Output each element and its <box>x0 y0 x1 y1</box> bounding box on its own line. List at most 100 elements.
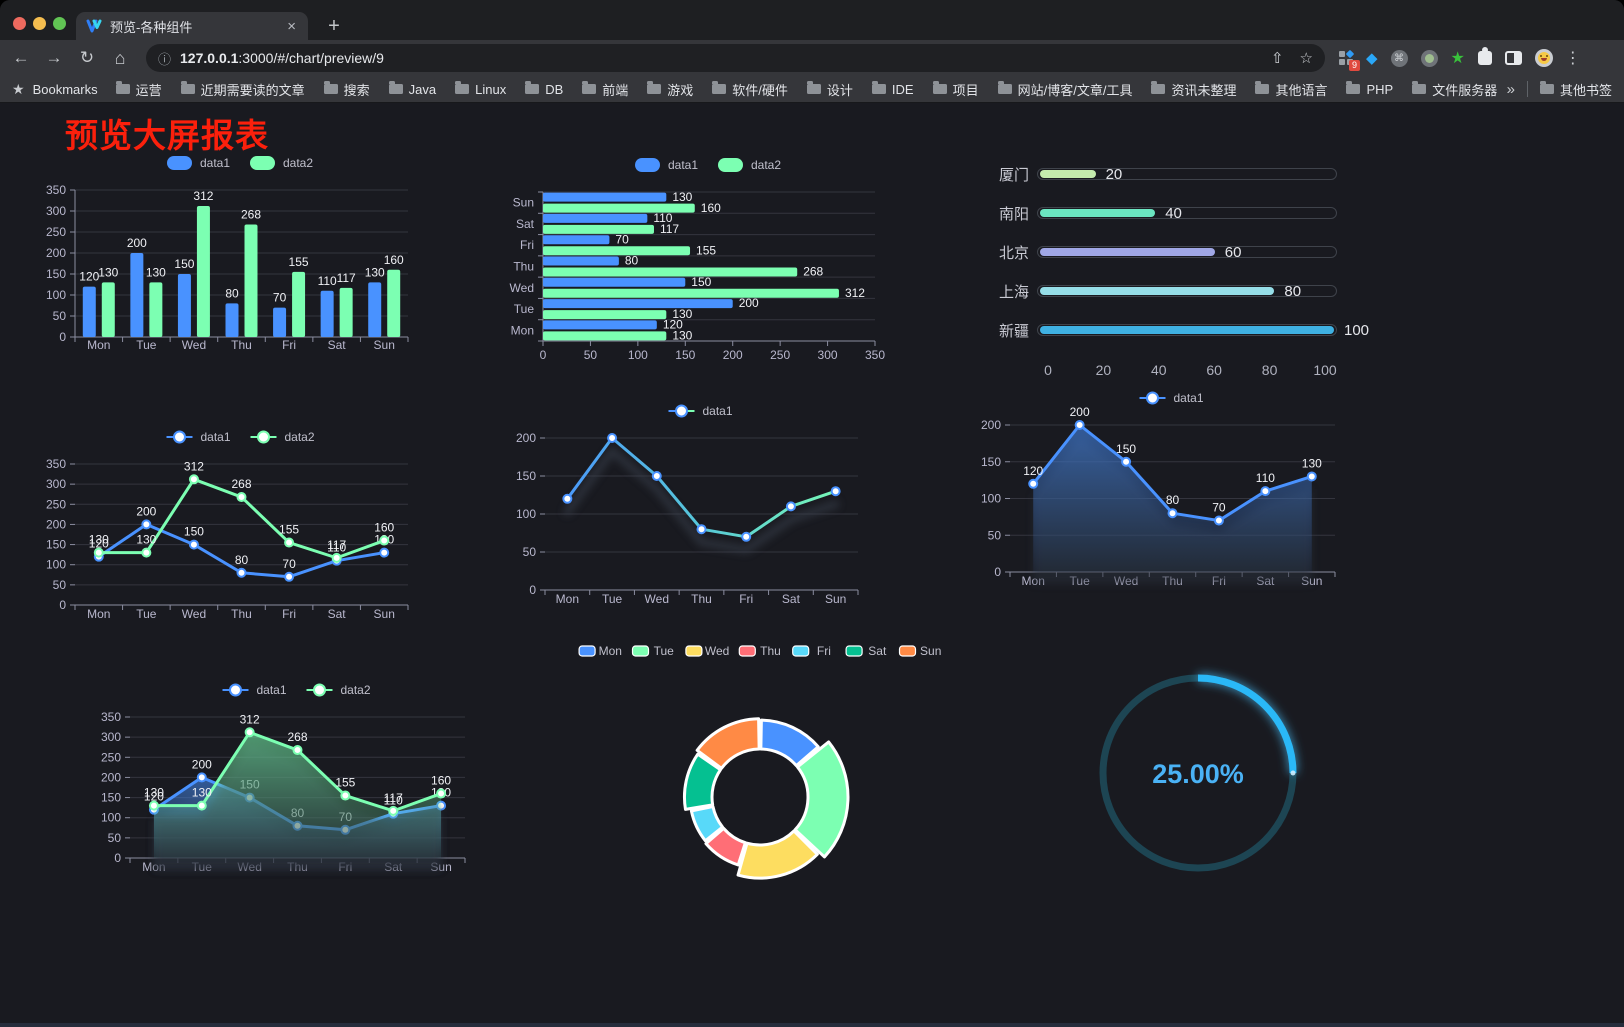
gauge-chart[interactable]: 25.00% <box>1048 623 1348 893</box>
extension-grid-icon[interactable]: 9 <box>1339 49 1360 71</box>
legend-item-data1[interactable]: data1 <box>635 158 698 172</box>
progress-track[interactable]: 60 <box>1037 244 1337 261</box>
new-tab-button[interactable]: + <box>328 15 340 37</box>
forward-icon[interactable]: → <box>45 48 63 67</box>
reload-icon[interactable]: ↻ <box>79 48 95 67</box>
bookmarks-star-icon[interactable]: ★ <box>12 80 25 97</box>
progress-track[interactable]: 100 <box>1037 322 1369 339</box>
donut-slice-Thu[interactable] <box>704 826 747 867</box>
browser-menu-icon[interactable]: ⋮ <box>1564 50 1581 67</box>
extension-star-icon[interactable]: ★ <box>1450 50 1465 67</box>
donut-slice-Tue[interactable] <box>793 740 850 859</box>
progress-track[interactable]: 20 <box>1037 166 1337 183</box>
profile-avatar[interactable] <box>1534 49 1553 67</box>
extension-circle-icon[interactable] <box>1420 49 1438 67</box>
bookmark-folder-item[interactable]: 其他语言 <box>1255 80 1327 99</box>
home-icon[interactable]: ⌂ <box>114 47 126 68</box>
address-bar[interactable]: ⓘ 127.0.0.1:3000/#/chart/preview/9 ⇧ ☆ <box>146 44 1325 72</box>
bookmark-folder-item[interactable]: Linux <box>455 81 506 97</box>
line-chart-two-series[interactable]: data1 data2 0 50 100 150 200 250 300 350 Mon Tue Wed… <box>40 425 432 640</box>
svg-text:Thu: Thu <box>513 260 534 274</box>
donut-chart[interactable]: Mon Tue Wed Thu Fri Sat Sun <box>545 637 975 892</box>
area-chart[interactable]: data1050100150200MonTueWedThuFriSatSun12… <box>975 388 1360 600</box>
svg-text:117: 117 <box>337 271 356 285</box>
legend-item-Fri[interactable]: Fri <box>792 644 831 658</box>
bookmark-folder-item[interactable]: 资讯未整理 <box>1151 80 1236 99</box>
bookmark-folder-item[interactable]: IDE <box>871 81 914 97</box>
extensions-puzzle-icon[interactable] <box>1477 47 1492 65</box>
site-info-icon[interactable]: ⓘ <box>158 51 172 67</box>
url-text[interactable]: 127.0.0.1:3000/#/chart/preview/9 <box>180 50 384 66</box>
donut-slice-Sun[interactable] <box>695 717 761 770</box>
svg-text:117: 117 <box>384 791 403 805</box>
svg-text:70: 70 <box>273 291 287 305</box>
bar-chart[interactable]: data1 data2 0 50 100 150 200 250 300 350 Mon Tue Wed… <box>40 148 432 368</box>
legend-item-data1[interactable]: data1 <box>166 430 231 444</box>
tab-close-icon[interactable]: × <box>287 17 296 35</box>
svg-text:Sun: Sun <box>513 196 534 210</box>
maximize-window-button[interactable] <box>53 17 66 30</box>
browser-tab[interactable]: 预览-各种组件 × <box>76 12 308 40</box>
minimize-window-button[interactable] <box>33 17 46 30</box>
bookmark-folder-item[interactable]: 软件/硬件 <box>712 80 788 99</box>
folder-icon <box>1412 81 1427 94</box>
other-bookmarks[interactable]: 其他书签 <box>1539 80 1612 99</box>
progress-fill <box>1040 326 1334 334</box>
bookmark-folder-item[interactable]: 前端 <box>582 80 628 99</box>
legend-item-data2[interactable]: data2 <box>250 430 315 444</box>
svg-text:200: 200 <box>981 418 1001 432</box>
progress-track[interactable]: 40 <box>1037 205 1337 222</box>
legend-item-data2[interactable]: data2 <box>250 156 313 170</box>
legend-item-Tue[interactable]: Tue <box>631 644 675 658</box>
area-chart-two-series[interactable]: data1data2050100150200250300350MonTueWed… <box>95 677 480 889</box>
legend-item-data1[interactable]: data1 <box>1139 391 1204 405</box>
donut-slice-Fri[interactable] <box>689 805 725 843</box>
bookmark-folder-item[interactable]: 近期需要读的文章 <box>180 80 305 99</box>
legend-item-data2[interactable]: data2 <box>718 158 781 172</box>
back-icon[interactable]: ← <box>12 48 30 67</box>
extension-command-icon[interactable]: ⌘ <box>1390 49 1408 67</box>
bookmark-folder-item[interactable]: 游戏 <box>647 80 693 99</box>
bookmark-folder-item[interactable]: 搜索 <box>323 80 370 99</box>
bookmark-folder-item[interactable]: Java <box>388 81 436 97</box>
legend-item-Thu[interactable]: Thu <box>738 644 781 658</box>
svg-text:50: 50 <box>523 545 537 559</box>
bookmark-folder-item[interactable]: 网站/博客/文章/工具 <box>997 80 1132 99</box>
bookmark-star-icon[interactable]: ☆ <box>1299 50 1313 67</box>
bookmarks-label[interactable]: Bookmarks <box>32 81 98 97</box>
svg-text:268: 268 <box>231 477 251 491</box>
svg-text:data2: data2 <box>751 158 781 172</box>
svg-text:150: 150 <box>46 538 66 552</box>
svg-text:50: 50 <box>584 348 598 362</box>
legend-item-data2[interactable]: data2 <box>306 683 371 697</box>
legend-item-Wed[interactable]: Wed <box>685 644 729 658</box>
legend-item-data1[interactable]: data1 <box>668 404 733 418</box>
progress-track[interactable]: 80 <box>1037 283 1337 300</box>
bookmark-folder-item[interactable]: 文件服务器 <box>1412 80 1497 99</box>
url-path: :3000/#/chart/preview/9 <box>238 50 384 66</box>
bookmark-folder-item[interactable]: 运营 <box>115 80 162 99</box>
bookmark-folder-item[interactable]: DB <box>525 81 563 97</box>
donut-slice-Sat[interactable] <box>682 752 722 811</box>
legend-item-Mon[interactable]: Mon <box>578 644 622 658</box>
donut-slice-Wed[interactable] <box>736 829 819 880</box>
svg-text:150: 150 <box>981 455 1001 469</box>
legend-item-data1[interactable]: data1 <box>222 683 287 697</box>
legend-item-data1[interactable]: data1 <box>167 156 230 170</box>
bookmarks-overflow-icon[interactable]: » <box>1506 80 1515 98</box>
side-panel-icon[interactable] <box>1504 51 1522 65</box>
panel-progress-bars: 厦门 20 南阳 40 北京 60 上海 80 新疆 100 0 20 40 60 80 100 <box>995 150 1370 390</box>
bookmark-folder-item[interactable]: PHP <box>1346 81 1393 97</box>
svg-text:data1: data1 <box>200 430 230 444</box>
legend-item-Sun[interactable]: Sun <box>898 644 942 658</box>
share-icon[interactable]: ⇧ <box>1270 50 1284 67</box>
gradient-line-chart[interactable]: data1 0 50 100 150 200 Mon Tue Wed Thu Fri Sat Sun <box>505 398 890 616</box>
close-window-button[interactable] <box>13 17 26 30</box>
extension-gem-icon[interactable]: ◆ <box>1366 50 1378 67</box>
svg-text:130: 130 <box>672 329 692 343</box>
bookmark-folder-item[interactable]: 设计 <box>806 80 853 99</box>
bookmark-folder-item[interactable]: 项目 <box>932 80 979 99</box>
donut-slice-Mon[interactable] <box>759 718 820 768</box>
legend-item-Sat[interactable]: Sat <box>845 644 887 658</box>
